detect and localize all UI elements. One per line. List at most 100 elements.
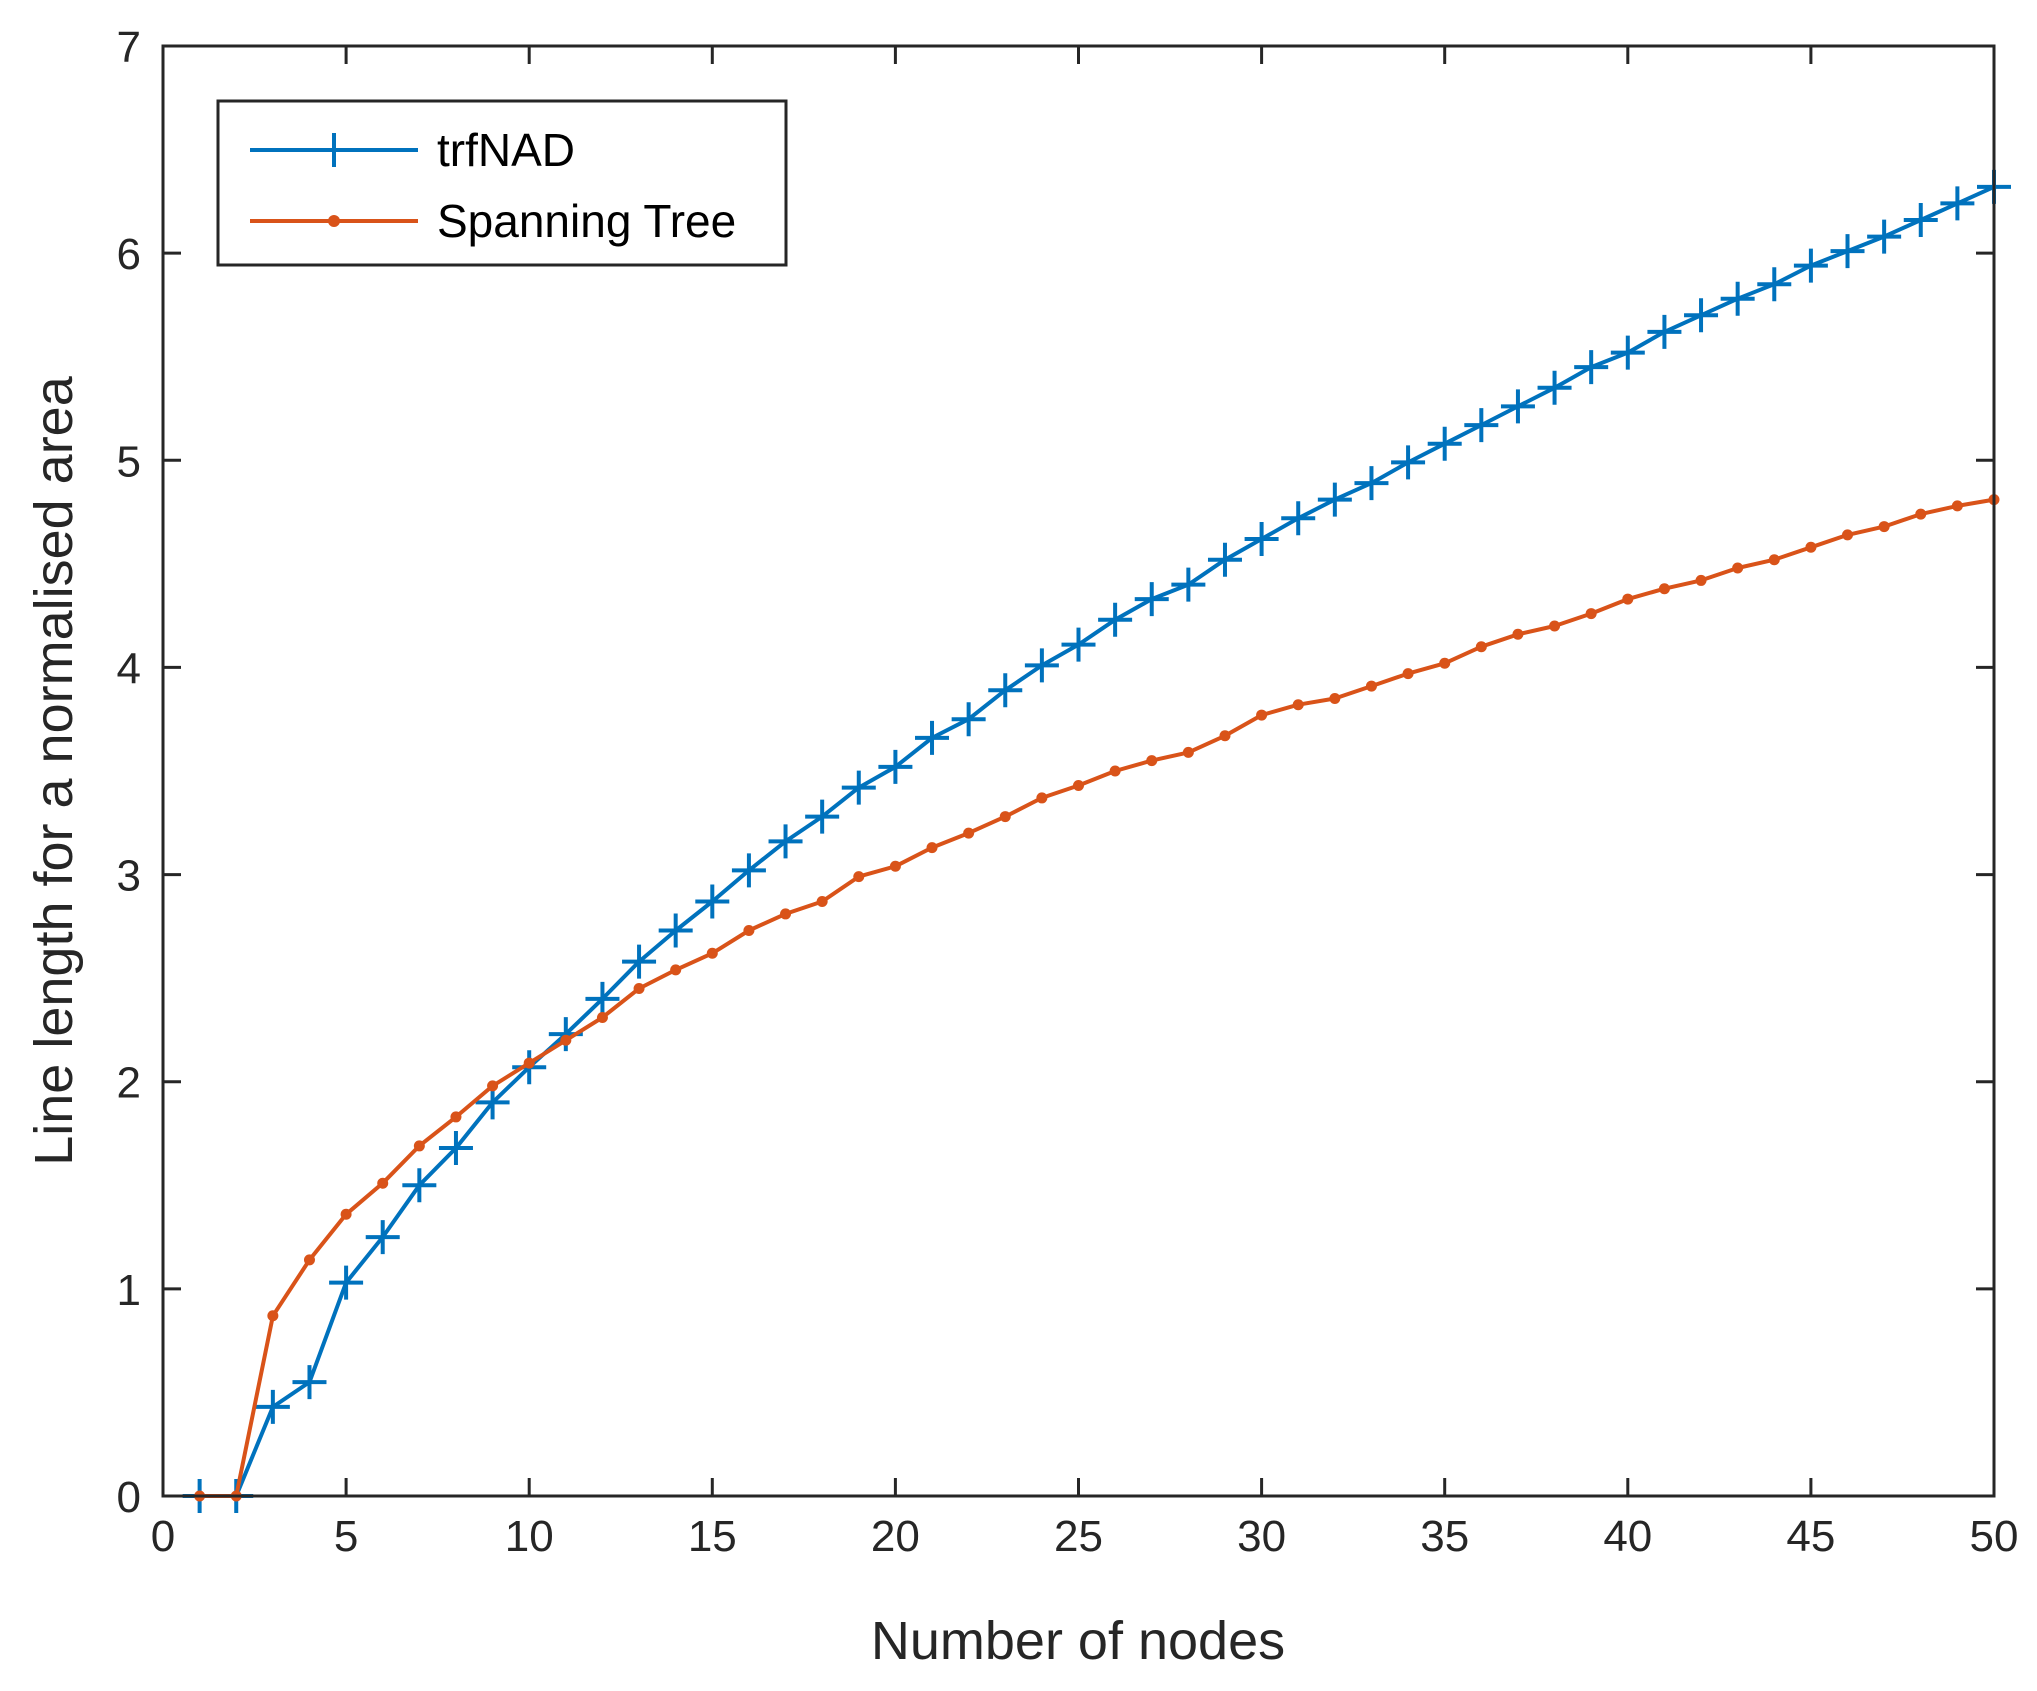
x-tick-label: 35 bbox=[1420, 1512, 1469, 1561]
series-layer bbox=[182, 169, 2011, 1513]
data-point-spanning-tree bbox=[377, 1177, 389, 1189]
data-point-spanning-tree bbox=[267, 1310, 279, 1322]
data-point-trfnad bbox=[1610, 335, 1645, 370]
x-axis-title: Number of nodes bbox=[871, 1611, 1285, 1671]
data-point-trfnad bbox=[255, 1389, 290, 1424]
data-point-spanning-tree bbox=[1549, 620, 1561, 632]
y-axis-title: Line length for a normalised area bbox=[24, 375, 84, 1165]
x-tick-label: 45 bbox=[1786, 1512, 1835, 1561]
y-tick-label: 6 bbox=[117, 230, 141, 279]
x-tick-label: 50 bbox=[1970, 1512, 2019, 1561]
y-tick-label: 3 bbox=[117, 852, 141, 901]
data-point-trfnad bbox=[695, 884, 730, 919]
data-point-trfnad bbox=[805, 799, 840, 834]
data-point-spanning-tree bbox=[1805, 541, 1817, 553]
data-point-spanning-tree bbox=[1842, 529, 1854, 541]
data-point-spanning-tree bbox=[1951, 500, 1963, 512]
data-point-spanning-tree bbox=[670, 964, 682, 976]
data-point-trfnad bbox=[1684, 298, 1719, 333]
data-point-spanning-tree bbox=[1439, 657, 1451, 669]
x-tick-label: 20 bbox=[871, 1512, 920, 1561]
data-point-spanning-tree bbox=[413, 1140, 425, 1152]
data-point-trfnad bbox=[988, 673, 1023, 708]
data-point-spanning-tree bbox=[706, 947, 718, 959]
data-point-trfnad bbox=[622, 944, 657, 979]
data-point-spanning-tree bbox=[1365, 680, 1377, 692]
data-point-spanning-tree bbox=[1182, 746, 1194, 758]
data-point-trfnad bbox=[878, 749, 913, 784]
data-point-trfnad bbox=[1317, 482, 1352, 517]
x-tick-label: 5 bbox=[334, 1512, 358, 1561]
data-point-spanning-tree bbox=[743, 925, 755, 936]
data-point-trfnad bbox=[915, 720, 950, 755]
data-point-spanning-tree bbox=[1622, 593, 1634, 605]
data-point-spanning-tree bbox=[1329, 693, 1341, 704]
data-point-trfnad bbox=[1940, 186, 1975, 221]
series-line-trfnad bbox=[199, 185, 1995, 1498]
data-point-spanning-tree bbox=[633, 983, 645, 994]
data-point-trfnad bbox=[585, 981, 620, 1016]
data-point-trfnad bbox=[1903, 203, 1938, 237]
data-point-trfnad bbox=[1867, 219, 1902, 254]
data-point-spanning-tree bbox=[1256, 709, 1268, 721]
data-point-spanning-tree bbox=[487, 1080, 499, 1092]
data-point-trfnad bbox=[1171, 567, 1206, 602]
data-point-spanning-tree bbox=[340, 1208, 352, 1220]
data-point-trfnad bbox=[1134, 582, 1169, 617]
data-point-spanning-tree bbox=[963, 827, 975, 839]
data-point-trfnad bbox=[1537, 370, 1572, 405]
data-point-spanning-tree bbox=[999, 811, 1011, 823]
data-point-spanning-tree bbox=[523, 1057, 535, 1069]
data-point-trfnad bbox=[1647, 314, 1682, 349]
y-tick-label: 7 bbox=[117, 23, 141, 72]
y-tick-label: 4 bbox=[117, 644, 141, 693]
data-point-trfnad bbox=[1244, 522, 1279, 556]
data-point-spanning-tree bbox=[889, 860, 901, 872]
x-tick-label: 25 bbox=[1054, 1512, 1103, 1561]
data-point-spanning-tree bbox=[1658, 583, 1670, 595]
series-line-spanning-tree bbox=[199, 497, 1995, 1498]
data-point-trfnad bbox=[402, 1168, 437, 1203]
legend-marker-trfnad bbox=[317, 133, 351, 167]
data-point-spanning-tree bbox=[596, 1012, 608, 1023]
x-tick-label: 30 bbox=[1237, 1512, 1286, 1561]
legend-label-spanning-tree: Spanning Tree bbox=[437, 195, 736, 247]
data-point-trfnad bbox=[438, 1131, 473, 1165]
data-point-spanning-tree bbox=[780, 908, 792, 920]
data-point-spanning-tree bbox=[1219, 730, 1231, 742]
data-point-spanning-tree bbox=[1512, 628, 1524, 640]
y-tick-label: 1 bbox=[117, 1266, 141, 1315]
legend-marker-spanning-tree bbox=[328, 215, 340, 227]
data-point-spanning-tree bbox=[853, 871, 865, 883]
data-point-trfnad bbox=[951, 702, 986, 737]
data-point-spanning-tree bbox=[1915, 508, 1927, 520]
data-point-trfnad bbox=[658, 913, 693, 948]
data-point-trfnad bbox=[731, 853, 766, 888]
data-point-spanning-tree bbox=[926, 842, 938, 854]
data-point-trfnad bbox=[1281, 501, 1316, 536]
data-point-spanning-tree bbox=[1073, 780, 1084, 791]
data-point-trfnad bbox=[1500, 389, 1535, 424]
data-point-spanning-tree bbox=[1878, 521, 1890, 533]
data-point-spanning-tree bbox=[1109, 765, 1121, 777]
data-point-trfnad bbox=[1061, 627, 1096, 662]
data-point-trfnad bbox=[1464, 408, 1499, 443]
data-point-trfnad bbox=[1391, 445, 1426, 480]
data-point-trfnad bbox=[1793, 248, 1828, 283]
y-tick-label: 0 bbox=[117, 1473, 141, 1522]
data-point-trfnad bbox=[841, 770, 876, 805]
plot-area-frame bbox=[161, 44, 1996, 1498]
data-point-spanning-tree bbox=[1146, 755, 1158, 767]
data-point-trfnad bbox=[1207, 542, 1242, 577]
legend-label-trfnad: trfNAD bbox=[437, 124, 575, 176]
data-point-trfnad bbox=[1354, 466, 1389, 501]
data-point-spanning-tree bbox=[303, 1254, 315, 1266]
data-point-trfnad bbox=[1574, 350, 1609, 385]
data-point-trfnad bbox=[1024, 648, 1059, 683]
data-point-spanning-tree bbox=[1585, 608, 1597, 620]
data-point-trfnad bbox=[329, 1265, 364, 1300]
data-point-trfnad bbox=[1720, 281, 1755, 316]
